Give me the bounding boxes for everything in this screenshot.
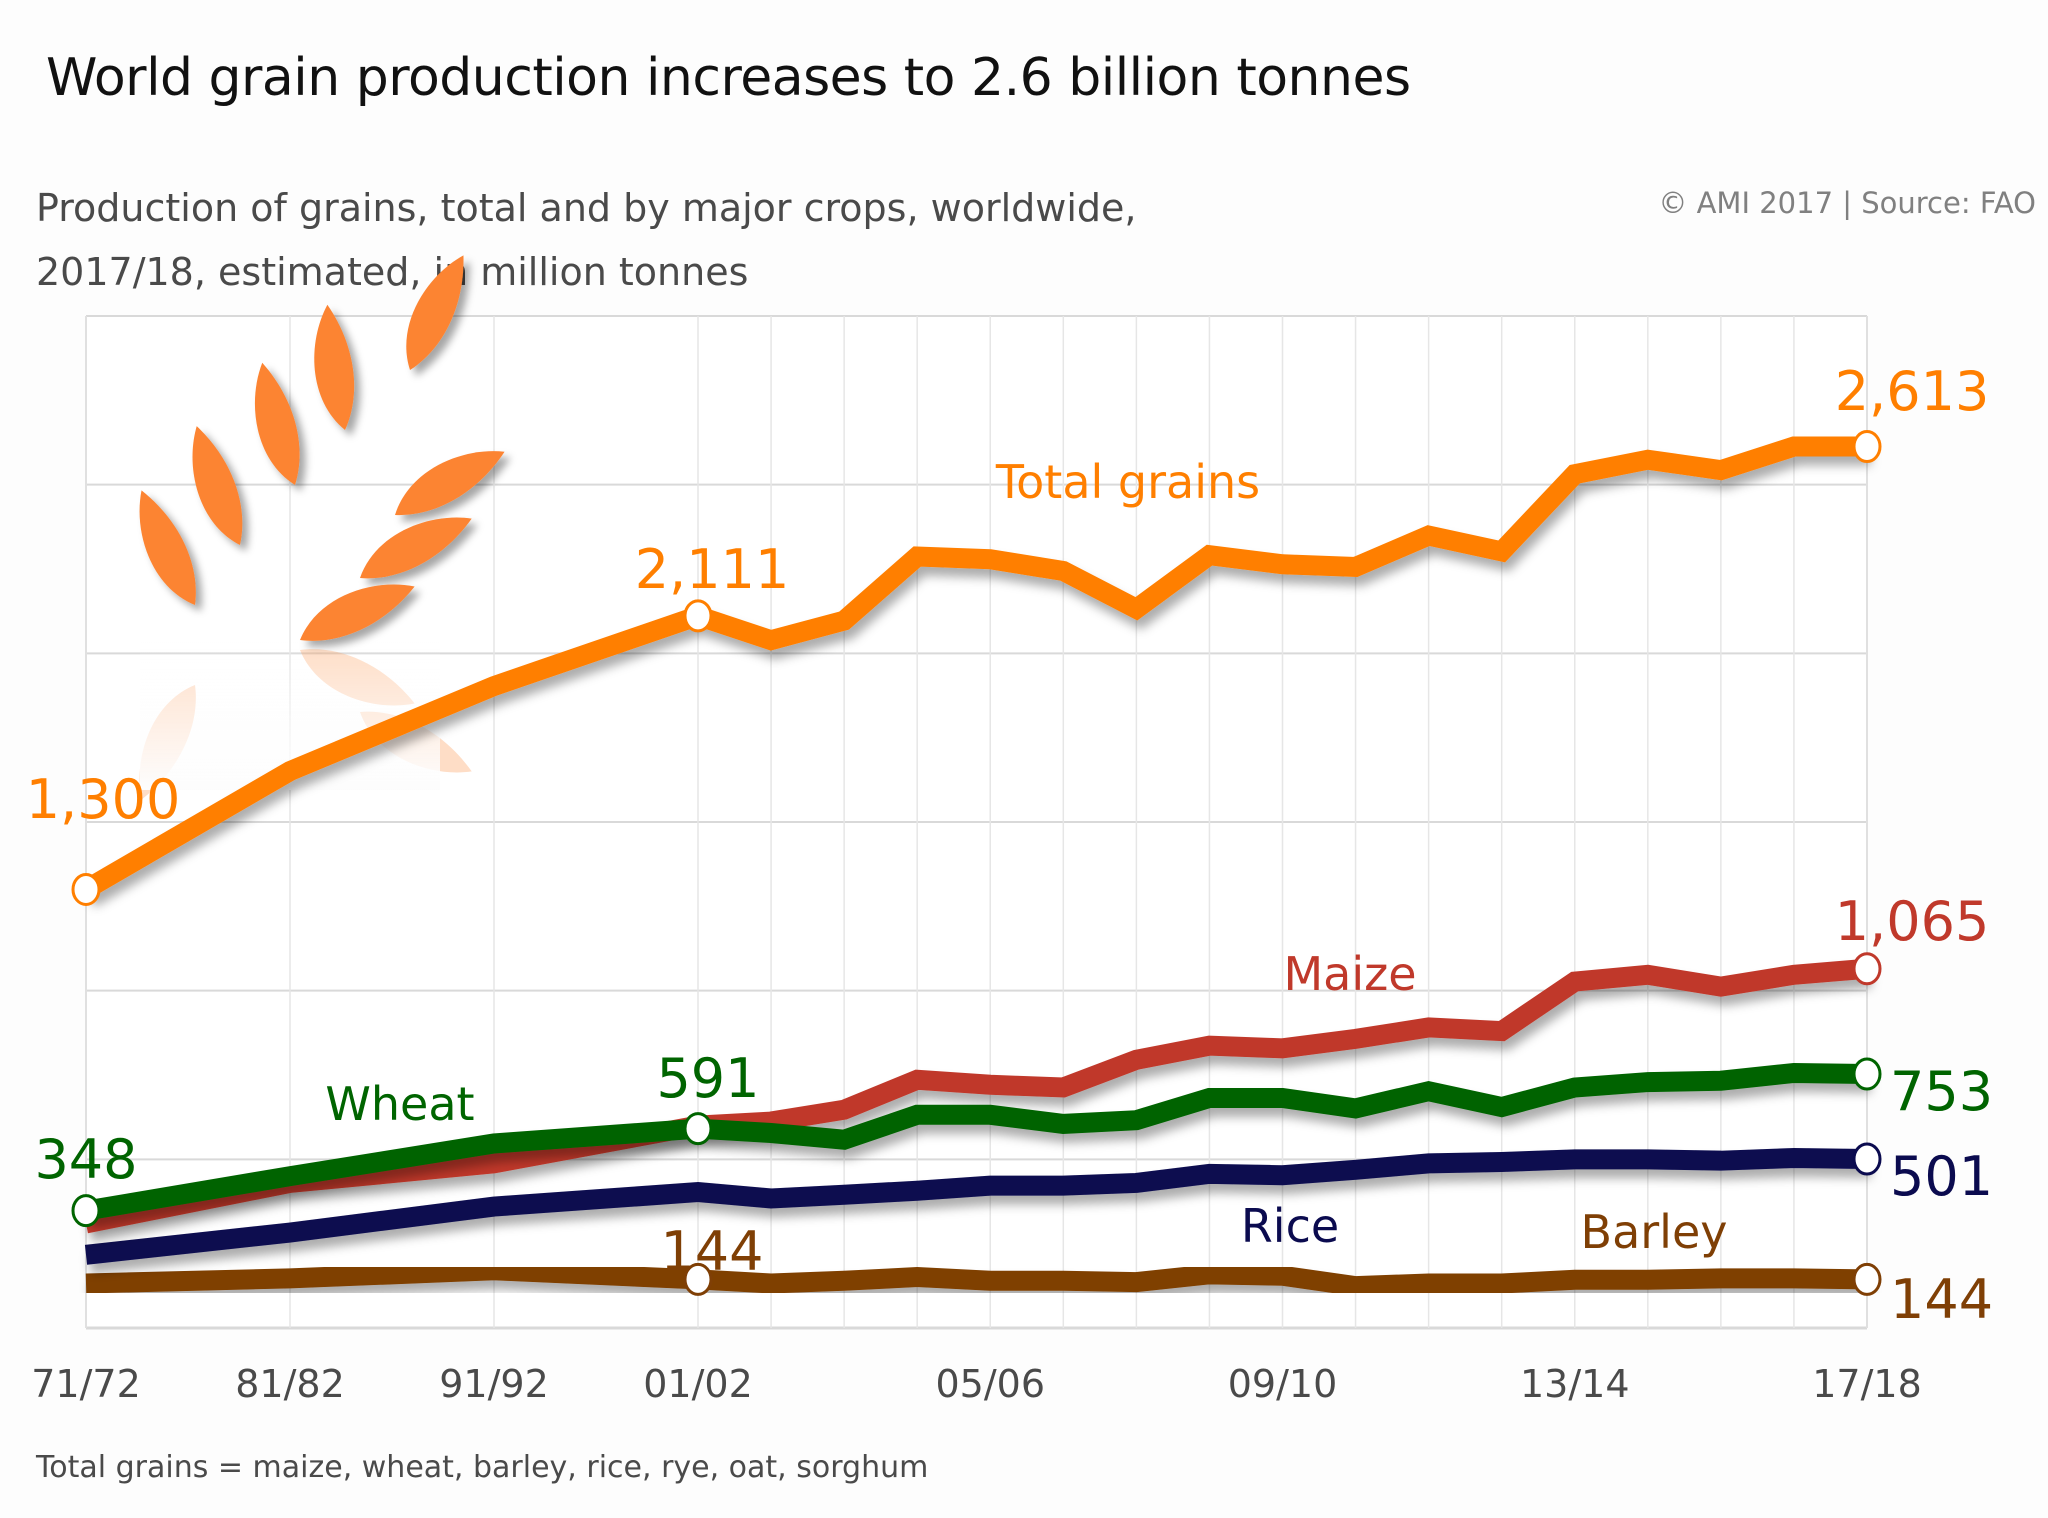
series-label-total-grains: Total grains [995,455,1260,509]
wheat-leaf [254,362,300,485]
chart-subtitle: Production of grains, total and by major… [36,176,1136,304]
value-label-wheat: 348 [34,1128,137,1191]
value-label-maize: 1,065 [1835,890,1990,953]
value-label-total-grains: 2,111 [635,538,790,601]
x-tick-label: 71/72 [31,1362,141,1406]
series-markers [71,430,1882,1296]
series-label-maize: Maize [1283,947,1416,1001]
x-tick-label: 91/92 [439,1362,549,1406]
series-label-barley: Barley [1581,1205,1728,1259]
data-point-marker [1852,1142,1882,1176]
x-tick-label: 17/18 [1812,1362,1922,1406]
data-labels: Total grains 1,300 2,111 2,613 Maize 1,065 Whe… [26,360,1993,1331]
data-point-marker [1852,952,1882,986]
series-line-barley [85,1260,1868,1297]
footnote: Total grains = maize, wheat, barley, ric… [36,1450,929,1485]
x-tick-label: 13/14 [1520,1362,1630,1406]
data-point-marker [683,599,713,633]
wheat-leaf [192,426,243,545]
x-axis-ticks: 71/72 81/82 91/92 01/02 05/06 09/10 13/14 17/18 [31,1362,1922,1406]
value-label-barley: 144 [660,1220,763,1283]
series-label-wheat: Wheat [325,1077,474,1131]
data-point-marker [71,872,101,906]
subtitle-line-2: 2017/18, estimated, in million tonnes [36,250,749,294]
x-tick-label: 01/02 [643,1362,753,1406]
x-tick-label: 09/10 [1228,1362,1338,1406]
chart-title: World grain production increases to 2.6 … [46,48,1411,108]
series-label-rice: Rice [1241,1199,1339,1253]
data-point-marker [1852,1262,1882,1296]
value-label-rice: 501 [1890,1145,1993,1208]
series-line-rice [84,1147,1868,1265]
wheat-leaf [395,451,505,516]
wheat-leaf [406,255,464,370]
data-point-marker [683,1112,713,1146]
value-label-total-grains: 2,613 [1835,360,1990,423]
wheat-leaf [360,517,472,579]
x-tick-label: 81/82 [235,1362,345,1406]
source-credit: © AMI 2017 | Source: FAO [1658,186,2036,220]
data-point-marker [1852,430,1882,464]
wheat-leaf [300,584,415,641]
wheat-leaf [139,490,196,605]
subtitle-line-1: Production of grains, total and by major… [36,186,1137,230]
data-point-marker [683,1262,713,1296]
value-label-total-grains: 1,300 [26,768,181,831]
value-label-wheat: 753 [1890,1060,1993,1123]
value-label-barley: 144 [1890,1268,1993,1331]
x-tick-label: 05/06 [935,1362,1045,1406]
data-point-marker [71,1194,101,1228]
value-label-wheat: 591 [656,1047,759,1110]
data-point-marker [1852,1057,1882,1091]
wheat-leaf [314,304,355,430]
